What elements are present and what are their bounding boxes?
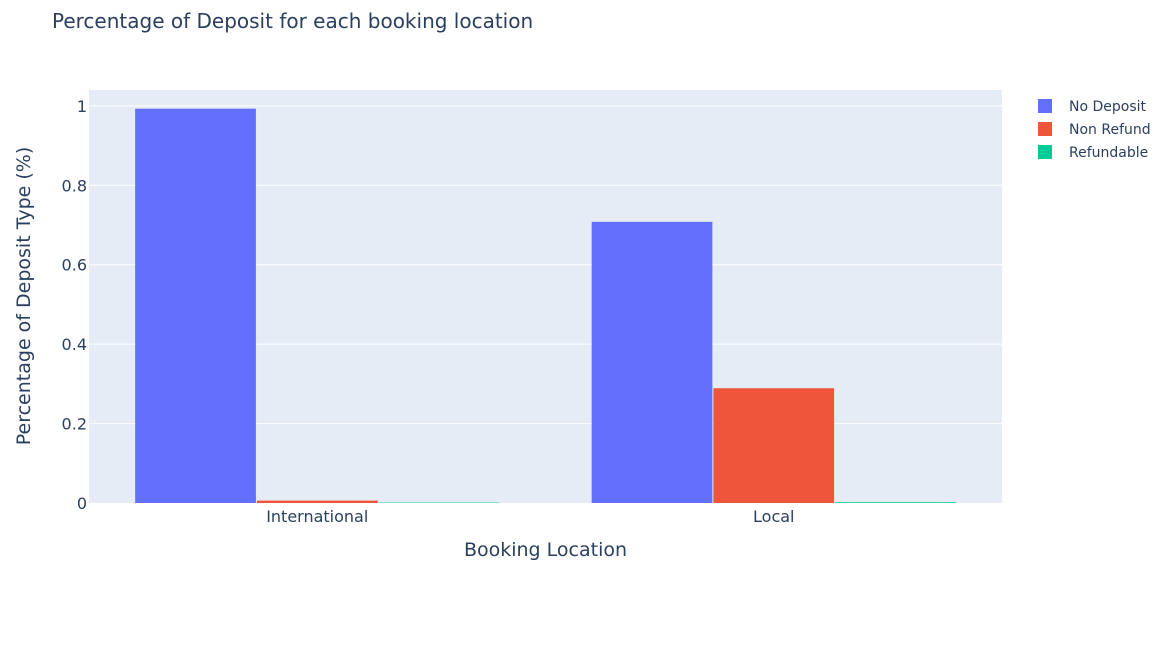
y-tick-label: 1 — [77, 97, 87, 116]
y-tick-label: 0 — [77, 494, 87, 513]
bar — [713, 388, 835, 503]
legend-swatch — [1038, 122, 1052, 136]
bar — [835, 502, 956, 503]
bar — [256, 500, 378, 503]
y-tick-label: 0.2 — [62, 415, 87, 434]
bar — [135, 108, 256, 503]
x-axis-title: Booking Location — [464, 539, 627, 561]
legend-item-label: Non Refund — [1069, 122, 1151, 138]
y-tick-label: 0.4 — [62, 335, 87, 354]
legend: No Deposit Non Refund Refundable — [1038, 99, 1151, 161]
legend-swatch — [1038, 99, 1052, 113]
bars — [135, 108, 956, 504]
y-tick-label: 0.8 — [62, 176, 87, 195]
bar — [591, 221, 713, 504]
chart-title: Percentage of Deposit for each booking l… — [52, 9, 533, 33]
x-ticks: International Local — [266, 507, 794, 526]
y-axis-title: Percentage of Deposit Type (%) — [13, 147, 35, 446]
y-ticks: 0 0.2 0.4 0.6 0.8 1 — [62, 97, 87, 513]
legend-item-label: Refundable — [1069, 145, 1148, 161]
y-tick-label: 0.6 — [62, 256, 87, 275]
legend-swatch — [1038, 145, 1052, 159]
x-tick-label: Local — [753, 507, 794, 526]
legend-item-label: No Deposit — [1069, 99, 1147, 115]
x-tick-label: International — [266, 507, 368, 526]
